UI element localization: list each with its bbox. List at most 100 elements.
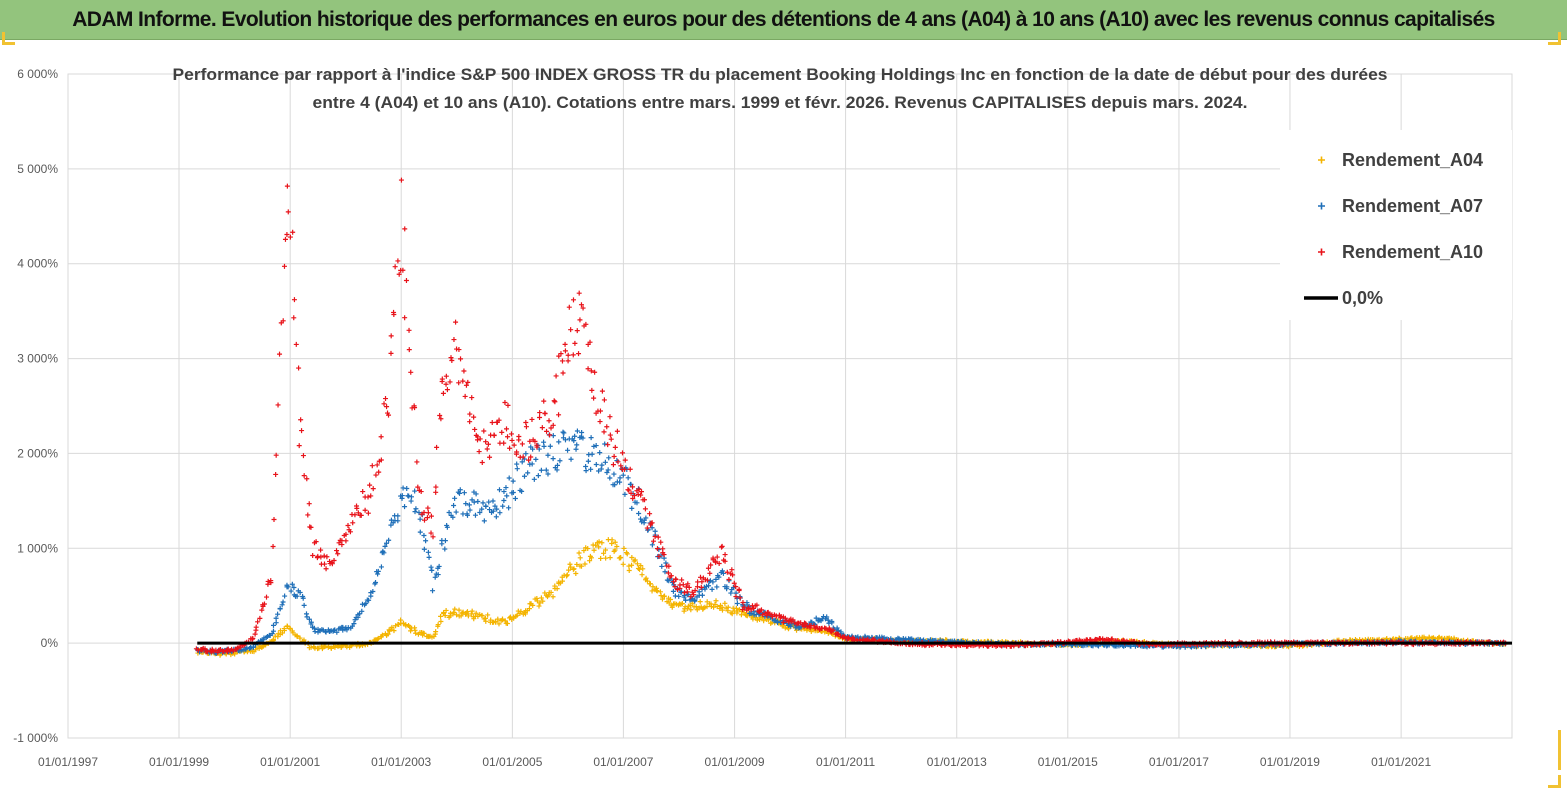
data-point	[579, 563, 585, 569]
data-point	[638, 492, 644, 498]
data-point	[545, 471, 551, 477]
data-point	[399, 493, 405, 499]
data-point	[456, 380, 462, 386]
data-point	[279, 602, 285, 608]
data-point	[481, 428, 487, 434]
data-point	[534, 442, 540, 448]
data-point	[297, 590, 303, 596]
data-point	[576, 550, 582, 556]
data-point	[485, 612, 491, 618]
data-point	[662, 593, 668, 599]
data-point	[550, 422, 556, 428]
data-point	[389, 624, 395, 630]
y-tick-label: -1 000%	[13, 731, 58, 745]
data-point	[308, 621, 314, 627]
data-point	[629, 505, 635, 511]
data-point	[300, 595, 306, 601]
data-point	[548, 589, 554, 595]
data-point	[559, 578, 565, 584]
edge-mark-right	[1552, 730, 1561, 770]
data-point	[649, 542, 655, 548]
data-point	[578, 302, 584, 308]
data-point	[547, 432, 553, 438]
data-point	[709, 586, 715, 592]
data-point	[519, 488, 525, 494]
data-point	[611, 471, 617, 477]
data-point	[285, 584, 291, 590]
data-point	[294, 634, 300, 640]
data-point	[1426, 634, 1432, 640]
data-point	[494, 506, 500, 512]
data-point	[618, 463, 624, 469]
data-point	[443, 373, 449, 379]
data-point	[698, 584, 704, 590]
data-point	[439, 376, 445, 382]
data-point	[512, 495, 518, 501]
data-point	[738, 612, 744, 618]
x-tick-label: 01/01/1999	[149, 755, 209, 769]
data-point	[496, 487, 502, 493]
y-tick-label: 1 000%	[17, 541, 58, 555]
data-point	[313, 539, 319, 545]
data-point	[783, 618, 789, 624]
data-point	[654, 588, 660, 594]
data-point	[620, 561, 626, 567]
data-point	[430, 588, 436, 594]
data-point	[450, 514, 456, 520]
data-point	[570, 566, 576, 572]
data-point	[425, 510, 431, 516]
data-point	[674, 587, 680, 593]
data-point	[287, 234, 293, 240]
data-point	[406, 327, 412, 333]
data-point	[492, 503, 498, 509]
data-point	[591, 547, 597, 553]
data-point	[576, 290, 582, 296]
data-point	[750, 616, 756, 622]
data-point	[526, 606, 532, 612]
data-point	[434, 444, 440, 450]
data-point	[716, 574, 722, 580]
data-point	[293, 341, 299, 347]
data-point	[495, 616, 501, 622]
x-tick-label: 01/01/2015	[1038, 755, 1098, 769]
data-point	[576, 351, 582, 357]
data-point	[579, 430, 585, 436]
data-point	[761, 618, 767, 624]
data-point	[392, 264, 398, 270]
data-point	[370, 589, 376, 595]
chart-title-line-1: Performance par rapport à l'indice S&P 5…	[173, 65, 1388, 84]
data-point	[620, 450, 626, 456]
data-point	[654, 546, 660, 552]
data-point	[304, 476, 310, 482]
data-point	[679, 577, 685, 583]
data-point	[568, 327, 574, 333]
data-point	[719, 543, 725, 549]
data-point	[366, 597, 372, 603]
data-point	[629, 554, 635, 560]
data-point	[754, 602, 760, 608]
data-point	[559, 358, 565, 364]
x-tick-label: 01/01/2013	[927, 755, 987, 769]
data-point	[754, 617, 760, 623]
data-point	[539, 425, 545, 431]
data-point	[271, 637, 277, 643]
data-point	[453, 319, 459, 325]
data-point	[740, 600, 746, 606]
data-point	[350, 520, 356, 526]
data-point	[693, 604, 699, 610]
data-point	[444, 387, 450, 393]
data-point	[270, 543, 276, 549]
data-point	[406, 493, 412, 499]
data-point	[232, 651, 238, 657]
data-point	[270, 622, 276, 628]
data-point	[696, 589, 702, 595]
data-point	[523, 420, 529, 426]
data-point	[301, 602, 307, 608]
legend-marker-Rendement_A10	[1318, 248, 1325, 256]
data-point	[557, 458, 563, 464]
data-point	[501, 498, 507, 504]
data-point	[343, 531, 349, 537]
data-point	[443, 381, 449, 387]
data-point	[520, 454, 526, 460]
data-point	[599, 540, 605, 546]
